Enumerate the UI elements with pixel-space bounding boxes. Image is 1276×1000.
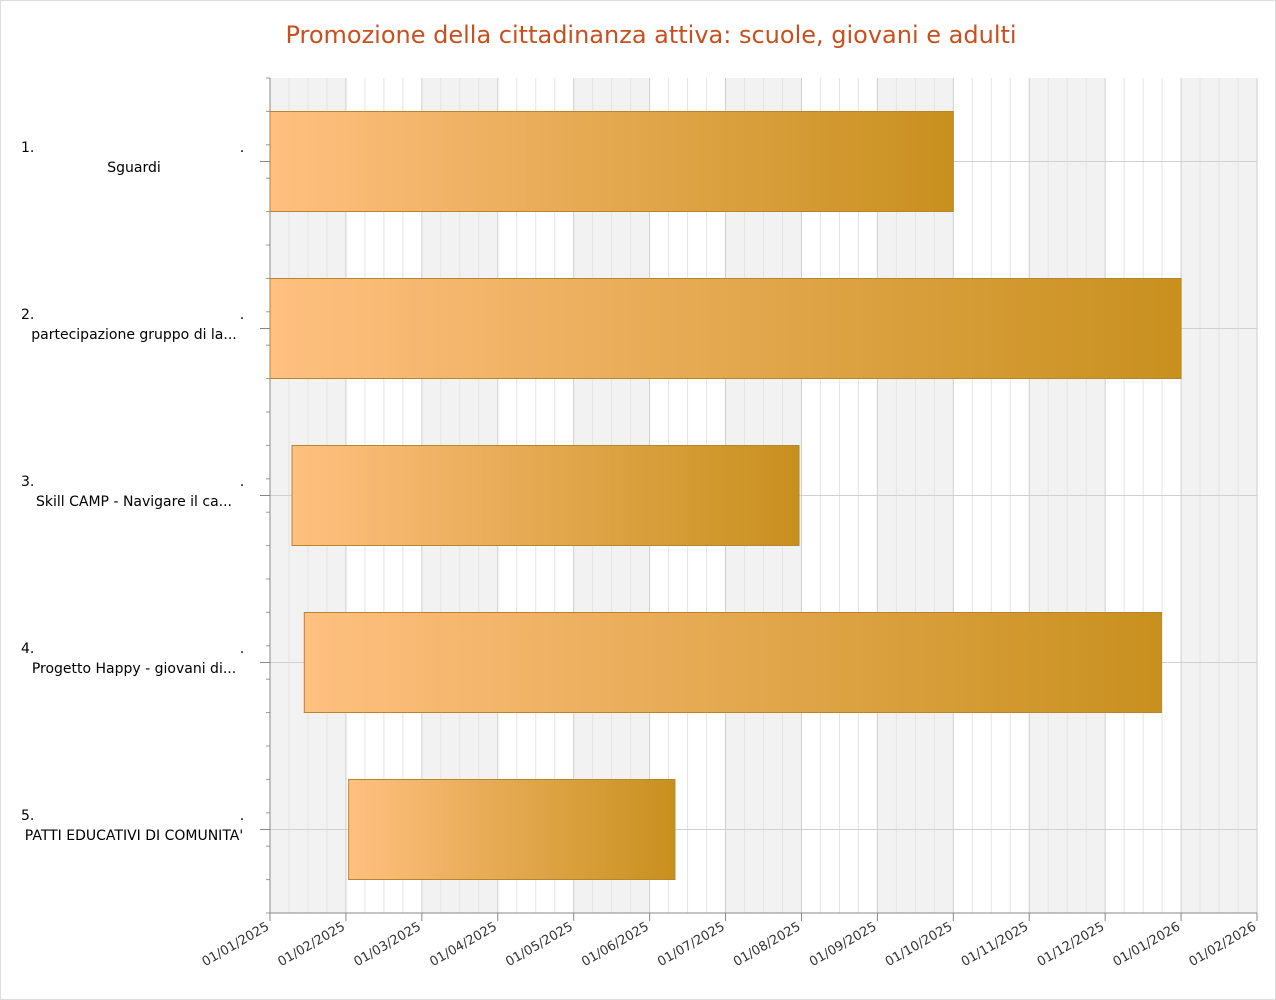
task-bar xyxy=(303,612,1162,713)
task-name: PATTI EDUCATIVI DI COMUNITA' xyxy=(24,827,244,844)
task-number: 1. xyxy=(21,139,35,156)
x-tick-label: 01/12/2025 xyxy=(1035,919,1107,969)
x-tick-label: 01/02/2025 xyxy=(276,919,348,969)
task-dot: . xyxy=(239,139,245,156)
x-tick-label: 01/06/2025 xyxy=(579,919,651,969)
x-tick-label: 01/04/2025 xyxy=(427,919,499,969)
task-number: 3. xyxy=(21,473,35,490)
x-tick-label: 01/02/2026 xyxy=(1187,919,1259,969)
task-name: Skill CAMP - Navigare il ca... xyxy=(36,493,232,510)
task-number: 5. xyxy=(21,807,35,824)
x-tick-label: 01/09/2025 xyxy=(807,919,879,969)
x-tick-label: 01/10/2025 xyxy=(883,919,955,969)
x-tick-label: 01/11/2025 xyxy=(959,919,1031,969)
task-name: Progetto Happy - giovani di... xyxy=(31,660,237,677)
task-name: partecipazione gruppo di la... xyxy=(31,326,237,343)
x-tick-label: 01/07/2025 xyxy=(655,919,727,969)
x-tick-label: 01/08/2025 xyxy=(731,919,803,969)
x-tick-label: 01/03/2025 xyxy=(351,919,423,969)
chart-title: Promozione della cittadinanza attiva: sc… xyxy=(285,21,1016,49)
task-dot: . xyxy=(239,473,245,490)
task-dot: . xyxy=(239,807,245,824)
task-bar xyxy=(348,779,676,880)
x-tick-label: 01/01/2026 xyxy=(1111,919,1183,969)
task-dot: . xyxy=(239,306,245,323)
task-number: 4. xyxy=(21,640,35,657)
x-tick-label: 01/05/2025 xyxy=(503,919,575,969)
x-tick-label: 01/01/2025 xyxy=(200,919,272,969)
task-bar xyxy=(291,445,800,546)
task-name: Sguardi xyxy=(107,159,161,176)
task-number: 2. xyxy=(21,306,35,323)
task-bar xyxy=(269,111,954,212)
task-dot: . xyxy=(239,640,245,657)
task-bar xyxy=(269,278,1182,379)
